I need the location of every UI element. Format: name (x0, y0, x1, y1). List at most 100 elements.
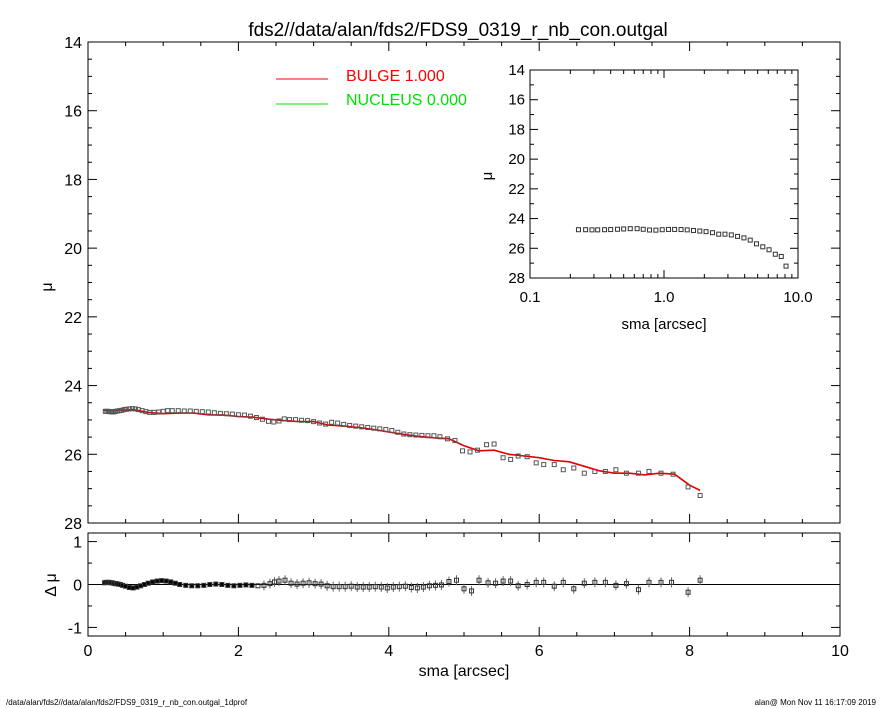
residual-point (372, 584, 378, 590)
main-y-tick-label: 20 (64, 241, 82, 258)
inset-x-tick-label: 1.0 (654, 289, 675, 306)
inset-data-point (735, 233, 741, 239)
inset-data-point (766, 247, 772, 253)
inset-data-point (672, 226, 678, 232)
data-point (371, 425, 377, 431)
residual-point (318, 581, 324, 587)
inset-data-point (684, 227, 690, 233)
data-point (347, 422, 353, 428)
bulge-model-line (103, 408, 701, 492)
inset-y-tick-labels: 14 16 18 20 22 24 26 28 (508, 62, 525, 287)
residual-point (476, 577, 482, 583)
data-point (329, 419, 335, 425)
data-point (602, 468, 608, 474)
residual-point (414, 585, 420, 591)
residual-point (541, 579, 547, 585)
data-point (444, 436, 450, 442)
inset-y-tick-label: 20 (508, 151, 525, 168)
residual-point (225, 582, 231, 588)
main-y-tick-label: 22 (64, 310, 82, 327)
data-point (223, 411, 229, 417)
chart-title: fds2//data/alan/fds2/FDS9_0319_r_nb_con.… (248, 20, 667, 41)
inset-x-tick-label: 10.0 (783, 289, 812, 306)
inset-data-point (778, 253, 784, 259)
legend-nucleus-label: NUCLEUS 0.000 (346, 92, 467, 109)
residual-point (300, 580, 306, 586)
residual-point (255, 583, 261, 589)
data-point (581, 470, 587, 476)
residual-point (354, 584, 360, 590)
residual-point (408, 585, 414, 591)
residual-x-tick-label: 10 (831, 643, 849, 660)
data-point (508, 456, 514, 462)
residual-point (261, 582, 267, 588)
residual-point (145, 580, 151, 586)
residual-point (183, 582, 189, 588)
data-point (377, 426, 383, 432)
residual-point (294, 581, 300, 587)
residual-point (159, 578, 165, 584)
data-point (317, 420, 323, 426)
data-point (500, 455, 506, 461)
inset-data-point (728, 232, 734, 238)
data-point (187, 408, 193, 414)
residual-point (163, 578, 169, 584)
data-point (646, 468, 652, 474)
data-point (151, 409, 157, 415)
residual-point (282, 577, 288, 583)
data-point (365, 424, 371, 430)
inset-data-point (703, 229, 709, 235)
inset-y-tick-label: 28 (508, 270, 525, 287)
inset-data-point (722, 231, 728, 237)
legend-bulge-label: BULGE 1.000 (346, 68, 445, 85)
residual-point (195, 583, 201, 589)
residual-x-tick-labels: 0 2 4 6 8 10 (84, 643, 849, 660)
data-point (613, 467, 619, 473)
inset-data-point (583, 227, 589, 233)
main-data-points (102, 406, 703, 499)
data-point (475, 447, 481, 453)
inset-data-point (653, 227, 659, 233)
data-point (395, 429, 401, 435)
residual-point (390, 584, 396, 590)
data-point (341, 421, 347, 427)
residual-x-tick-label: 4 (384, 643, 393, 660)
inset-data-point (621, 226, 627, 232)
main-y-tick-label: 24 (64, 379, 82, 396)
data-point (169, 408, 175, 414)
inset-data-point (634, 226, 640, 232)
inset-data-point (627, 226, 633, 232)
data-point (524, 454, 530, 460)
residual-point (485, 580, 491, 586)
data-point (175, 408, 181, 414)
inset-data-point (602, 227, 608, 233)
data-point (658, 470, 664, 476)
data-point (241, 412, 247, 418)
main-y-tick-label: 26 (64, 447, 82, 464)
data-point (413, 432, 419, 438)
residual-point (469, 588, 475, 594)
inset-data-point (575, 227, 581, 233)
inset-data-points (575, 226, 789, 269)
data-point (165, 408, 171, 414)
data-point (305, 418, 311, 424)
data-point (199, 409, 205, 415)
inset-data-point (747, 237, 753, 243)
data-point (293, 417, 299, 423)
inset-data-point (589, 227, 595, 233)
residual-y-tick-label: 1 (73, 535, 82, 552)
residual-x-axis-label: sma [arcsec] (419, 663, 510, 680)
residual-point (461, 586, 467, 592)
residual-point (402, 583, 408, 589)
main-y-tick-label: 14 (64, 35, 82, 52)
data-point (437, 434, 443, 440)
data-point (217, 410, 223, 416)
residual-point (581, 580, 587, 586)
data-point (407, 432, 413, 438)
data-point (353, 423, 359, 429)
residual-x-tick-label: 8 (685, 643, 694, 660)
data-point (229, 411, 235, 417)
residual-point (493, 580, 499, 586)
data-point (181, 408, 187, 414)
data-point (205, 409, 211, 415)
